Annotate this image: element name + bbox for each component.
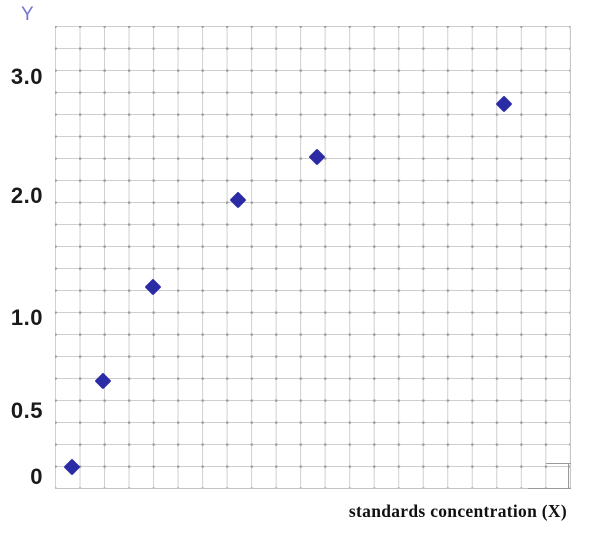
y-tick-label: 1.0 [10, 305, 43, 330]
axis-corner-mark [546, 463, 571, 464]
y-tick-label: 2.0 [10, 183, 43, 208]
axis-corner-mark [528, 488, 571, 489]
axis-corner-mark [568, 463, 569, 489]
y-axis-title: Y [21, 4, 35, 25]
y-tick-label: 3.0 [10, 64, 43, 89]
y-tick-label: 0.5 [10, 398, 43, 423]
plot-grid [55, 26, 571, 489]
y-tick-label: 0 [30, 464, 43, 489]
x-axis-title: standards concentration (X) [348, 501, 567, 521]
